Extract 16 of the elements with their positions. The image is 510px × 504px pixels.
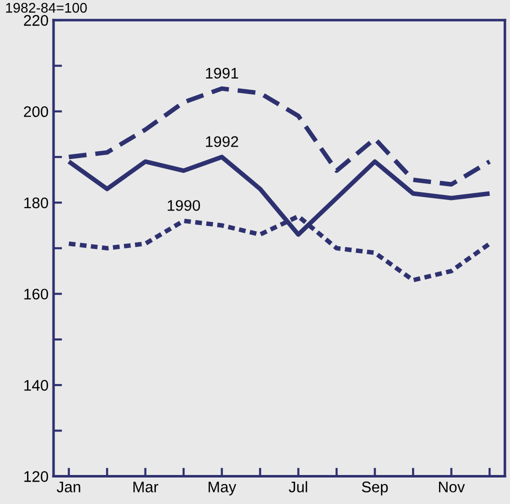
y-tick-label: 200: [24, 106, 48, 118]
series-label: 1991: [206, 68, 238, 79]
series-label: 1992: [206, 136, 238, 148]
x-tick-label: Jan: [56, 482, 80, 492]
y-axis-title: 1982-84=100: [6, 2, 87, 13]
y-tick-label: 120: [24, 471, 48, 482]
x-tick-label: May: [208, 482, 236, 496]
y-tick-label: 180: [24, 197, 48, 208]
x-tick-label: Mar: [133, 482, 158, 492]
y-tick-label: 140: [24, 380, 48, 391]
y-tick-label: 160: [24, 288, 48, 300]
x-tick-label: Nov: [439, 482, 465, 492]
x-tick-label: Jul: [288, 481, 308, 492]
x-tick-label: Sep: [362, 482, 388, 496]
y-tick-label: 220: [24, 15, 48, 26]
series-label: 1990: [168, 200, 200, 211]
